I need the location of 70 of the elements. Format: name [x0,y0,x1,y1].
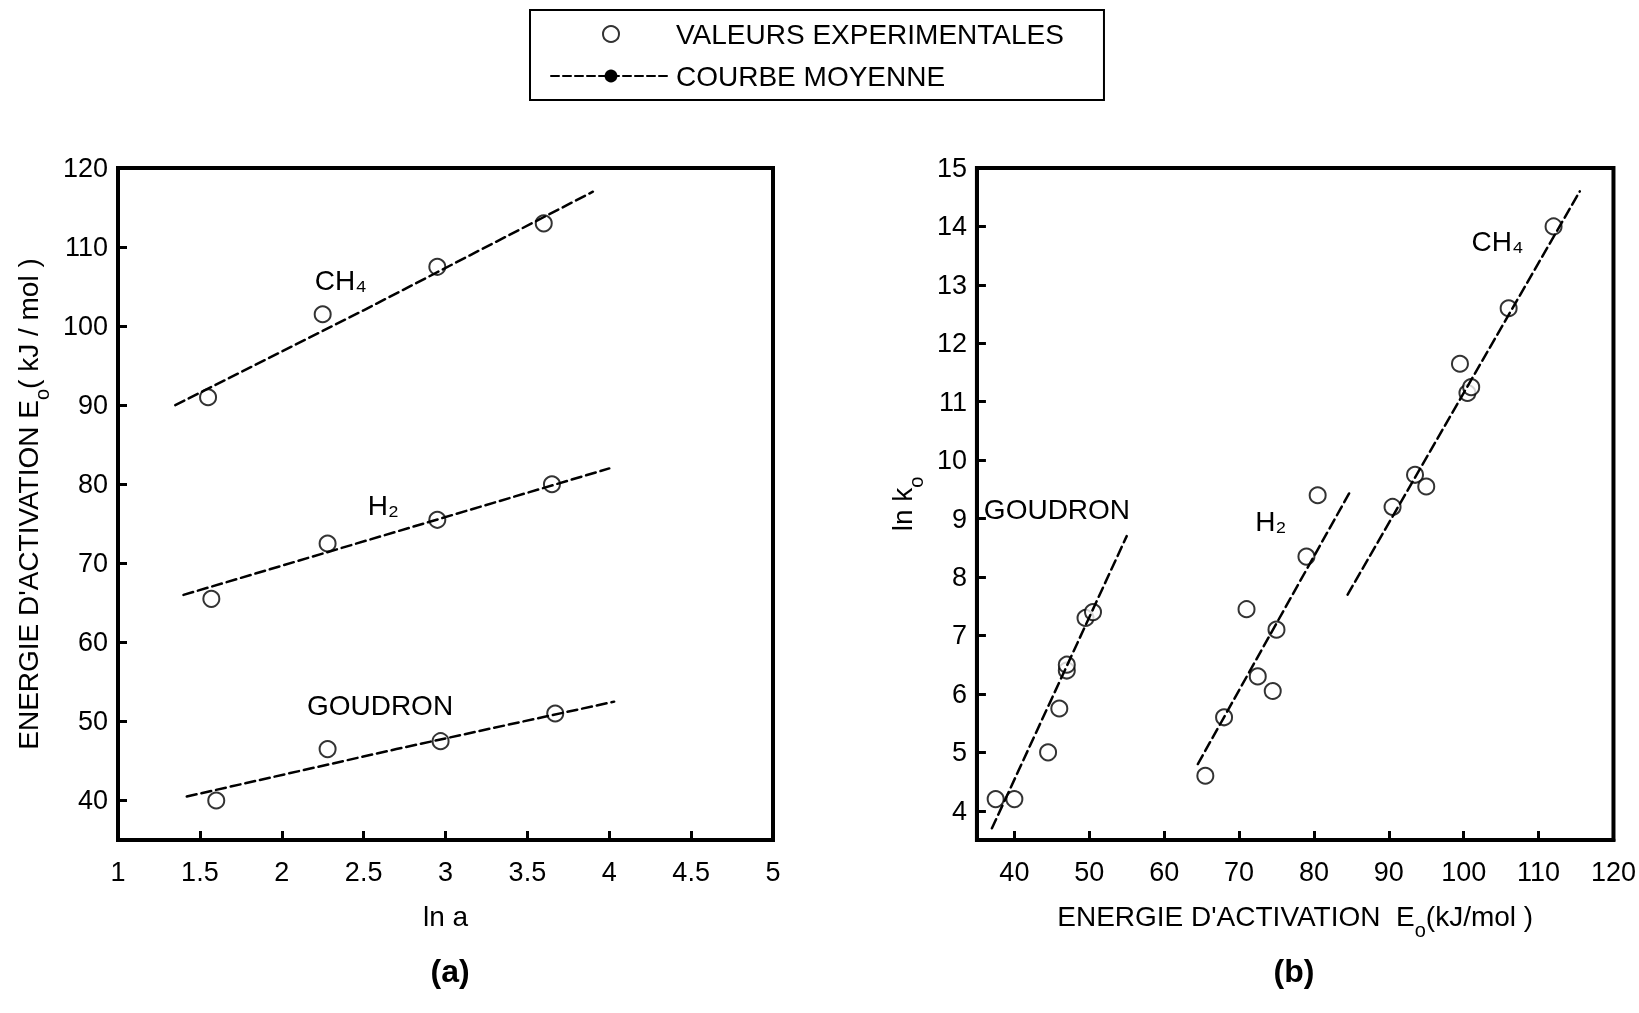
y-tick-label: 7 [951,620,967,651]
annotation: GOUDRON [306,690,454,722]
x-tick-label: 70 [1224,856,1255,887]
x-tick-label: 5 [765,856,781,887]
annotation: GOUDRON [983,493,1131,525]
text: (b) [1273,953,1315,989]
point [1196,766,1215,785]
x-tick-label: 4.5 [672,856,710,887]
x-tick-label: 110 [1517,856,1561,887]
x-tick-label: 100 [1441,856,1487,887]
point [1297,547,1316,566]
x-tick-label: 2.5 [344,856,383,887]
y-tick-label: 90 [77,390,108,421]
point [202,589,221,608]
x-tick-label: 60 [1149,856,1180,887]
y-tick-label: 11 [938,386,967,417]
y-axis-title: ln ko [886,476,927,532]
x-tick-label: 1 [110,856,126,887]
point [318,740,337,759]
y-tick-label: 50 [77,706,108,737]
x-tick-label: 4 [601,856,617,887]
legend-label: VALEURS EXPERIMENTALES [676,18,1064,50]
y-tick-label: 40 [77,785,108,816]
x-axis-title: ln a [422,900,469,932]
x-tick-label: 80 [1298,856,1329,887]
annotation: CH₄ [1471,225,1524,257]
y-tick-label: 15 [936,153,967,183]
point [1308,486,1327,505]
x-tick-label: 90 [1373,856,1404,887]
y-tick-label: 10 [936,445,967,476]
y-tick-label: 100 [62,311,108,342]
y-tick-label: 70 [77,548,108,579]
point [1039,743,1058,762]
y-tick-label: 14 [936,211,967,242]
y-tick-label: 8 [951,562,967,593]
point [986,790,1005,809]
x-tick-label: 120 [1590,856,1637,887]
text: (a) [430,953,470,989]
y-tick-label: 110 [64,232,108,263]
point [1248,667,1267,686]
point [207,791,226,810]
y-tick-label: 120 [62,153,108,183]
y-tick-label: 6 [951,678,967,709]
point [1450,354,1469,373]
point [1005,790,1024,809]
point [1050,699,1069,718]
point [1263,681,1282,700]
point [1237,600,1256,619]
point [313,305,332,324]
y-tick-label: 4 [951,795,967,826]
y-tick-label: 60 [77,627,108,658]
point [318,534,337,553]
annotation: H₂ [1255,505,1287,537]
annotation: CH₄ [314,264,367,296]
y-tick-label: 12 [936,328,967,359]
y-axis-title: ENERGIE D'ACTIVATION Eo( kJ / mol ) [12,258,54,750]
x-tick-label: 1.5 [181,856,219,887]
annotation: H₂ [367,489,399,521]
legend-label: COURBE MOYENNE [676,60,946,92]
y-tick-label: 80 [77,469,108,500]
y-tick-label: 13 [936,269,967,300]
point [1417,477,1436,496]
x-tick-label: 2 [274,856,290,887]
x-tick-label: 40 [999,856,1030,887]
x-tick-label: 3 [437,856,454,887]
point [199,388,218,407]
y-tick-label: 5 [951,737,967,768]
x-tick-label: 3.5 [508,856,547,887]
x-tick-label: 50 [1074,856,1105,887]
y-tick-label: 9 [951,503,967,534]
